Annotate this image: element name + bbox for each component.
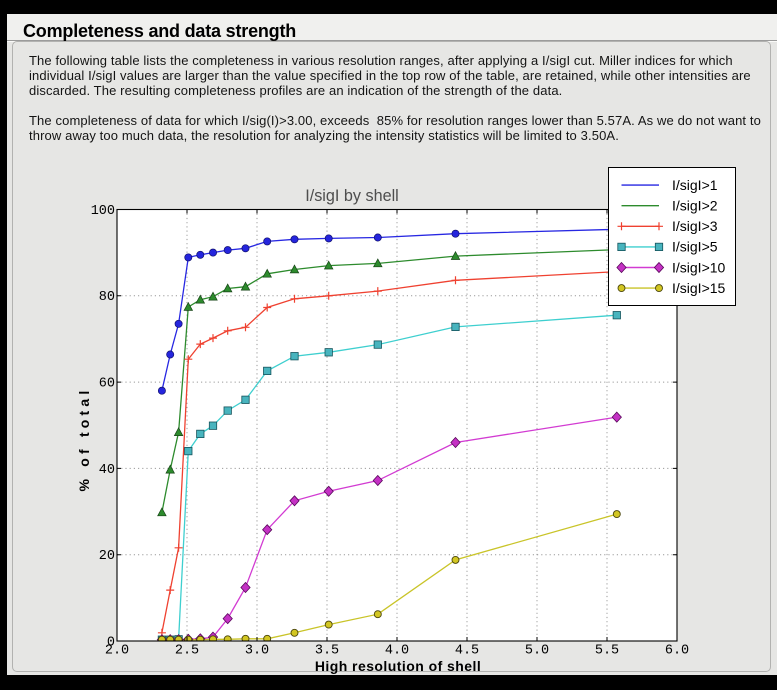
svg-text:5.0: 5.0 <box>525 644 549 659</box>
svg-text:2.5: 2.5 <box>175 644 199 659</box>
svg-text:100: 100 <box>91 204 115 219</box>
svg-text:6.0: 6.0 <box>665 644 689 659</box>
svg-text:I/sigI>10: I/sigI>10 <box>672 259 726 275</box>
svg-text:5.5: 5.5 <box>595 644 619 659</box>
svg-text:3.5: 3.5 <box>315 644 339 659</box>
svg-text:80: 80 <box>99 290 115 305</box>
svg-text:I/sigI>1: I/sigI>1 <box>672 177 718 193</box>
svg-text:20: 20 <box>99 549 115 564</box>
svg-text:I/sigI>15: I/sigI>15 <box>672 280 726 296</box>
svg-text:0: 0 <box>107 635 115 650</box>
svg-text:% of total: % of total <box>76 387 92 492</box>
svg-text:High resolution of shell: High resolution of shell <box>315 658 481 674</box>
svg-text:I/sigI by shell: I/sigI by shell <box>305 187 399 205</box>
svg-text:40: 40 <box>99 463 115 478</box>
svg-text:I/sigI>2: I/sigI>2 <box>672 198 718 214</box>
svg-text:I/sigI>3: I/sigI>3 <box>672 218 718 234</box>
svg-text:4.0: 4.0 <box>385 644 409 659</box>
svg-text:3.0: 3.0 <box>245 644 269 659</box>
svg-text:2.0: 2.0 <box>105 644 129 659</box>
svg-text:I/sigI>5: I/sigI>5 <box>672 239 718 255</box>
svg-text:4.5: 4.5 <box>455 644 479 659</box>
svg-text:60: 60 <box>99 377 115 392</box>
